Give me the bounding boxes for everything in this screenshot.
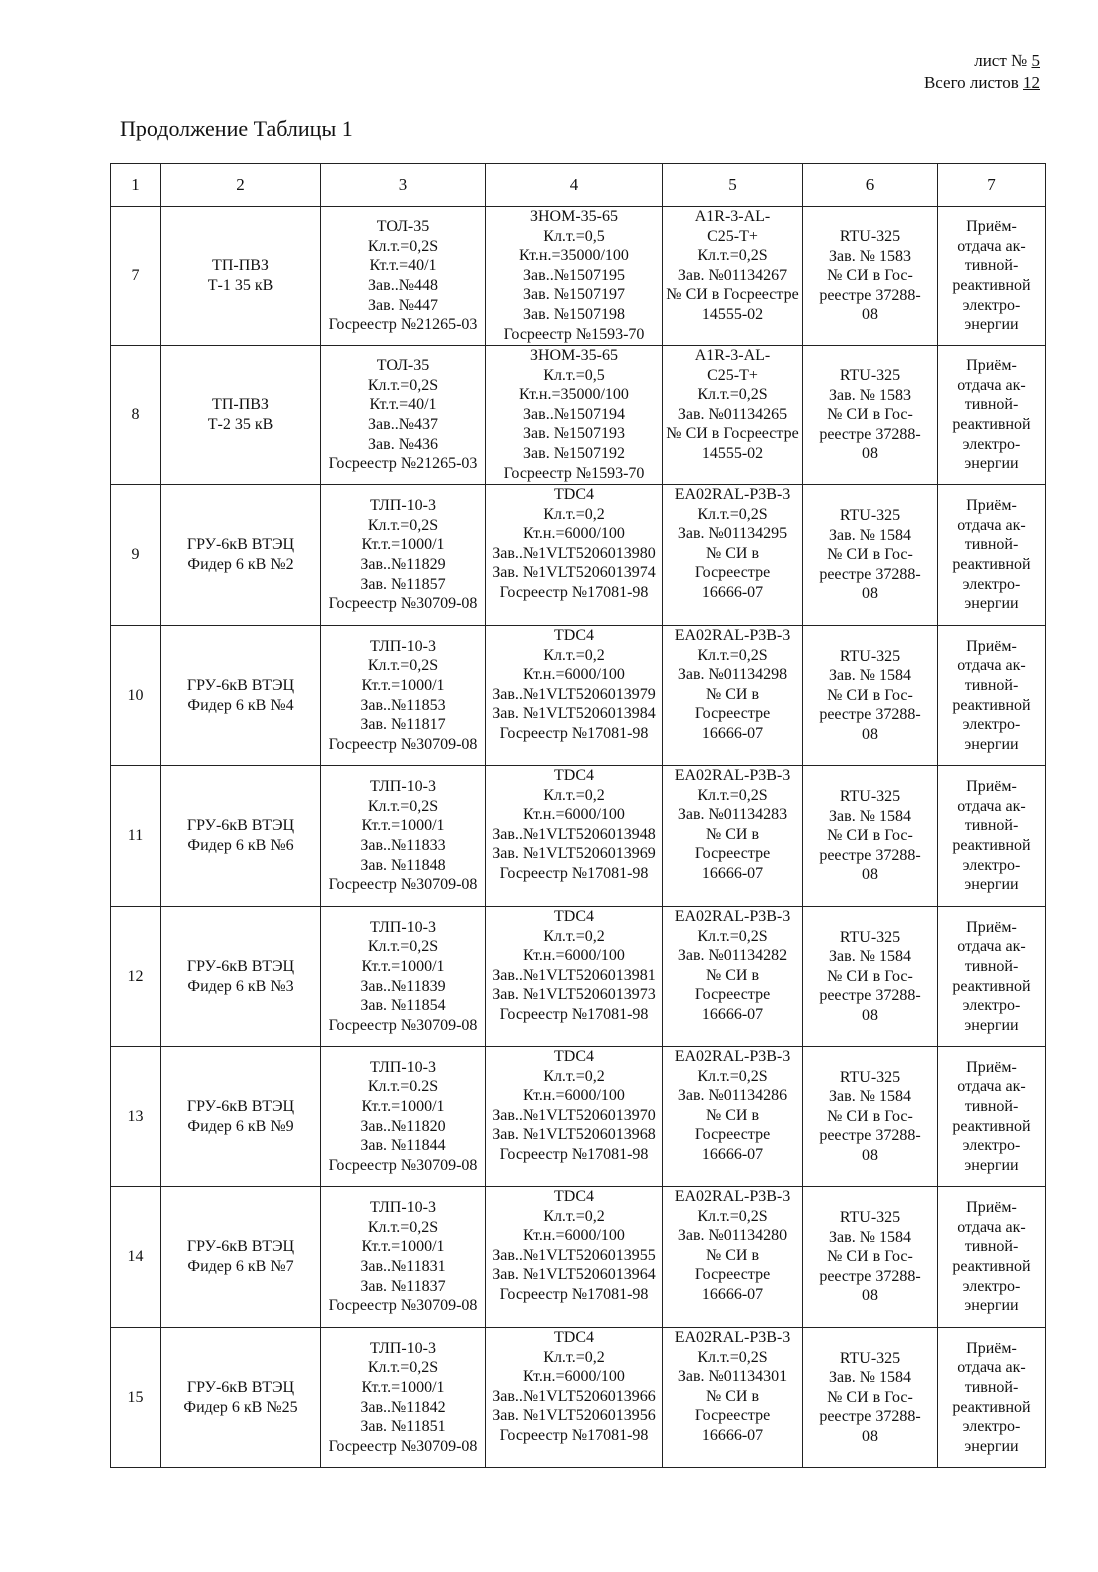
table-cell: ЗНОМ-35-65 Кл.т.=0,5 Кт.н.=35000/100 Зав… bbox=[485, 345, 663, 485]
table-cell: 8 bbox=[110, 345, 161, 485]
table-cell: RTU-325 Зав. № 1584 № СИ в Гос- реестре … bbox=[802, 906, 938, 1047]
table-cell: TDC4 Кл.т.=0,2 Кт.н.=6000/100 Зав..№1VLT… bbox=[485, 1327, 663, 1468]
table-cell: Приём- отдача ак- тивной- реактивной эле… bbox=[937, 906, 1046, 1047]
table-cell: ТЛП-10-3 Кл.т.=0,2S Кт.т.=1000/1 Зав..№1… bbox=[320, 1186, 486, 1328]
table-row: 10 ГРУ-6кВ ВТЭЦ Фидер 6 кВ №4 ТЛП-10-3 Кл.… bbox=[110, 625, 1046, 766]
table-cell: TDC4 Кл.т.=0,2 Кт.н.=6000/100 Зав..№1VLT… bbox=[485, 484, 663, 626]
table-cell: ГРУ-6кВ ВТЭЦ Фидер 6 кВ №2 bbox=[160, 484, 321, 626]
table-cell: 15 bbox=[110, 1327, 161, 1468]
table-cell: ТОЛ-35 Кл.т.=0,2S Кт.т.=40/1 Зав..№448 З… bbox=[320, 206, 486, 346]
table-cell: ТЛП-10-3 Кл.т.=0,2S Кт.т.=1000/1 Зав..№1… bbox=[320, 906, 486, 1047]
table-cell: 7 bbox=[110, 206, 161, 346]
column-header: 4 bbox=[485, 163, 663, 207]
table-cell: ТП-ПВЗ Т-1 35 кВ bbox=[160, 206, 321, 346]
table-cell: Приём- отдача ак- тивной- реактивной эле… bbox=[937, 345, 1046, 485]
table-row: 15 ГРУ-6кВ ВТЭЦ Фидер 6 кВ №25 ТЛП-10-3 Кл… bbox=[110, 1327, 1046, 1468]
table-row: 7 ТП-ПВЗ Т-1 35 кВ ТОЛ-35 Кл.т.=0,2S Кт.т.… bbox=[110, 206, 1046, 346]
table-cell: TDC4 Кл.т.=0,2 Кт.н.=6000/100 Зав..№1VLT… bbox=[485, 625, 663, 766]
table-cell: TDC4 Кл.т.=0,2 Кт.н.=6000/100 Зав..№1VLT… bbox=[485, 1046, 663, 1187]
table-cell: EA02RAL-P3B-3 Кл.т.=0,2S Зав. №01134280 … bbox=[662, 1186, 803, 1328]
table-cell: ГРУ-6кВ ВТЭЦ Фидер 6 кВ №3 bbox=[160, 906, 321, 1047]
table-cell: RTU-325 Зав. № 1584 № СИ в Гос- реестре … bbox=[802, 625, 938, 766]
table-cell: RTU-325 Зав. № 1584 № СИ в Гос- реестре … bbox=[802, 1186, 938, 1328]
total-sheets-line: Всего листов 12 bbox=[924, 72, 1040, 94]
table-cell: 10 bbox=[110, 625, 161, 766]
table-cell: RTU-325 Зав. № 1584 № СИ в Гос- реестре … bbox=[802, 765, 938, 907]
table-cell: ТЛП-10-3 Кл.т.=0,2S Кт.т.=1000/1 Зав..№1… bbox=[320, 765, 486, 907]
sheet-label: лист № bbox=[974, 51, 1028, 70]
table-cell: RTU-325 Зав. № 1584 № СИ в Гос- реестре … bbox=[802, 484, 938, 626]
total-label: Всего листов bbox=[923, 73, 1019, 92]
table-cell: 14 bbox=[110, 1186, 161, 1328]
column-header: 3 bbox=[320, 163, 486, 207]
table-cell: RTU-325 Зав. № 1583 № СИ в Гос- реестре … bbox=[802, 206, 938, 346]
table-cell: RTU-325 Зав. № 1583 № СИ в Гос- реестре … bbox=[802, 345, 938, 485]
table-cell: Приём- отдача ак- тивной- реактивной эле… bbox=[937, 206, 1046, 346]
column-header: 6 bbox=[802, 163, 938, 207]
table-cell: 9 bbox=[110, 484, 161, 626]
table-cell: EA02RAL-P3B-3 Кл.т.=0,2S Зав. №01134282 … bbox=[662, 906, 803, 1047]
table-cell: А1R-3-AL- C25-T+ Кл.т.=0,2S Зав. №011342… bbox=[662, 345, 803, 485]
table-cell: ТП-ПВЗ Т-2 35 кВ bbox=[160, 345, 321, 485]
table-cell: ГРУ-6кВ ВТЭЦ Фидер 6 кВ №6 bbox=[160, 765, 321, 907]
table-cell: ТОЛ-35 Кл.т.=0,2S Кт.т.=40/1 Зав..№437 З… bbox=[320, 345, 486, 485]
table-row: 8 ТП-ПВЗ Т-2 35 кВ ТОЛ-35 Кл.т.=0,2S Кт.т.… bbox=[110, 345, 1046, 485]
table-cell: ТЛП-10-3 Кл.т.=0,2S Кт.т.=1000/1 Зав..№1… bbox=[320, 1327, 486, 1468]
table-row: 9 ГРУ-6кВ ВТЭЦ Фидер 6 кВ №2 ТЛП-10-3 Кл.т… bbox=[110, 484, 1046, 626]
table-cell: А1R-3-AL- C25-T+ Кл.т.=0,2S Зав. №011342… bbox=[662, 206, 803, 346]
table-title: Продолжение Таблицы 1 bbox=[120, 116, 353, 141]
sheet-number-line: лист № 5 bbox=[924, 50, 1040, 72]
table-cell: RTU-325 Зав. № 1584 № СИ в Гос- реестре … bbox=[802, 1327, 938, 1468]
table-cell: EA02RAL-P3B-3 Кл.т.=0,2S Зав. №01134301 … bbox=[662, 1327, 803, 1468]
table-row: 11 ГРУ-6кВ ВТЭЦ Фидер 6 кВ №6 ТЛП-10-3 Кл.… bbox=[110, 765, 1046, 907]
table-cell: EA02RAL-P3B-3 Кл.т.=0,2S Зав. №01134286 … bbox=[662, 1046, 803, 1187]
table-cell: ГРУ-6кВ ВТЭЦ Фидер 6 кВ №25 bbox=[160, 1327, 321, 1468]
table-row: 13 ГРУ-6кВ ВТЭЦ Фидер 6 кВ №9 ТЛП-10-3 Кл.… bbox=[110, 1046, 1046, 1187]
column-header: 2 bbox=[160, 163, 321, 207]
table-cell: 12 bbox=[110, 906, 161, 1047]
table-cell: Приём- отдача ак- тивной- реактивной эле… bbox=[937, 625, 1046, 766]
table-cell: ЗНОМ-35-65 Кл.т.=0,5 Кт.н.=35000/100 Зав… bbox=[485, 206, 663, 346]
table-cell: 13 bbox=[110, 1046, 161, 1187]
total-number: 12 bbox=[1023, 73, 1040, 92]
table-cell: TDC4 Кл.т.=0,2 Кт.н.=6000/100 Зав..№1VLT… bbox=[485, 906, 663, 1047]
table-cell: 11 bbox=[110, 765, 161, 907]
table-cell: ТЛП-10-3 Кл.т.=0,2S Кт.т.=1000/1 Зав..№1… bbox=[320, 625, 486, 766]
column-header: 7 bbox=[937, 163, 1046, 207]
table-cell: Приём- отдача ак- тивной- реактивной эле… bbox=[937, 1327, 1046, 1468]
table-row: 12 ГРУ-6кВ ВТЭЦ Фидер 6 кВ №3 ТЛП-10-3 Кл.… bbox=[110, 906, 1046, 1047]
table-cell: EA02RAL-P3B-3 Кл.т.=0,2S Зав. №01134283 … bbox=[662, 765, 803, 907]
column-header: 5 bbox=[662, 163, 803, 207]
table-cell: TDC4 Кл.т.=0,2 Кт.н.=6000/100 Зав..№1VLT… bbox=[485, 765, 663, 907]
sheet-info: лист № 5 Всего листов 12 bbox=[924, 50, 1040, 94]
table-cell: ГРУ-6кВ ВТЭЦ Фидер 6 кВ №9 bbox=[160, 1046, 321, 1187]
table-cell: EA02RAL-P3B-3 Кл.т.=0,2S Зав. №01134295 … bbox=[662, 484, 803, 626]
table-cell: ТЛП-10-3 Кл.т.=0.2S Кт.т.=1000/1 Зав..№1… bbox=[320, 1046, 486, 1187]
column-header: 1 bbox=[110, 163, 161, 207]
table-cell: Приём- отдача ак- тивной- реактивной эле… bbox=[937, 1186, 1046, 1328]
table-cell: Приём- отдача ак- тивной- реактивной эле… bbox=[937, 484, 1046, 626]
table-cell: Приём- отдача ак- тивной- реактивной эле… bbox=[937, 1046, 1046, 1187]
table-row: 14 ГРУ-6кВ ВТЭЦ Фидер 6 кВ №7 ТЛП-10-3 Кл.… bbox=[110, 1186, 1046, 1328]
table-cell: EA02RAL-P3B-3 Кл.т.=0,2S Зав. №01134298 … bbox=[662, 625, 803, 766]
table-cell: ТЛП-10-3 Кл.т.=0,2S Кт.т.=1000/1 Зав..№1… bbox=[320, 484, 486, 626]
table-cell: TDC4 Кл.т.=0,2 Кт.н.=6000/100 Зав..№1VLT… bbox=[485, 1186, 663, 1328]
sheet-number: 5 bbox=[1031, 51, 1041, 70]
equipment-table: 1 2 3 4 5 6 7 7 ТП-ПВЗ Т-1 35 кВ ТОЛ-35 Кл.т.=0,2… bbox=[110, 163, 1046, 1468]
table-cell: ГРУ-6кВ ВТЭЦ Фидер 6 кВ №7 bbox=[160, 1186, 321, 1328]
table-cell: ГРУ-6кВ ВТЭЦ Фидер 6 кВ №4 bbox=[160, 625, 321, 766]
table-cell: Приём- отдача ак- тивной- реактивной эле… bbox=[937, 765, 1046, 907]
table-cell: RTU-325 Зав. № 1584 № СИ в Гос- реестре … bbox=[802, 1046, 938, 1187]
